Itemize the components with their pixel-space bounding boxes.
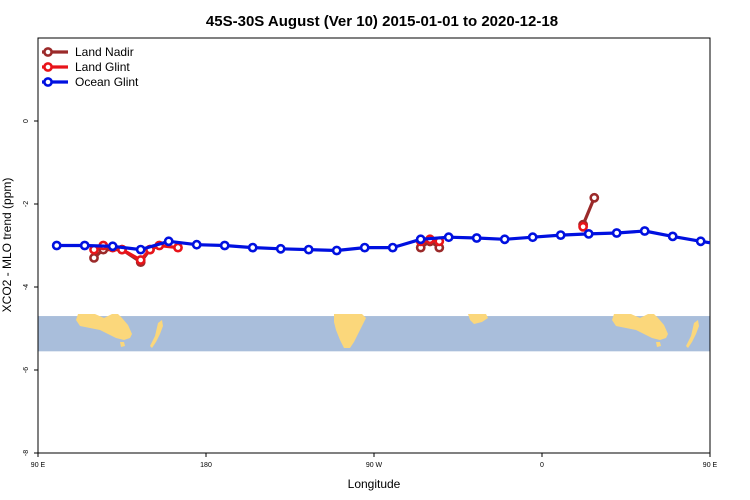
chart-title: 45S-30S August (Ver 10) 2015-01-01 to 20… [206, 13, 558, 30]
data-point [191, 239, 202, 250]
data-point [471, 233, 482, 243]
legend-item: Land Glint [42, 60, 130, 74]
y-tick-label: -8 [23, 450, 30, 456]
legend-item: Land Nadir [42, 45, 134, 59]
data-point [499, 234, 510, 245]
legend-marker [43, 47, 53, 57]
data-point [589, 192, 600, 203]
x-tick-label: 0 [540, 462, 544, 469]
data-point [578, 221, 588, 232]
data-point [583, 228, 594, 239]
data-point [79, 240, 90, 251]
legend-item: Ocean Glint [42, 75, 139, 89]
data-point [275, 243, 286, 254]
y-tick-label: 0 [23, 119, 30, 123]
data-point [387, 242, 398, 253]
map-land-tasmania-repeat [656, 342, 661, 347]
x-axis: 90 E 180 90 W 0 90 E [31, 453, 718, 469]
data-point [173, 242, 183, 253]
data-point [527, 232, 538, 243]
data-point [359, 242, 370, 253]
map-ocean [38, 316, 710, 352]
data-point [667, 231, 678, 242]
y-axis: 0 -2 -4 -6 -8 [23, 119, 38, 456]
data-point [695, 236, 706, 247]
map-land-africa [468, 314, 488, 324]
map-land-australia [76, 314, 132, 340]
map-land-new-zealand [150, 320, 163, 348]
data-point [611, 228, 622, 238]
world-map-strip [38, 314, 710, 352]
legend-marker [43, 77, 53, 87]
series-layer [51, 192, 732, 267]
series-land-nadir [89, 192, 600, 267]
y-axis-label: XCO2 - MLO trend (ppm) [0, 178, 14, 313]
x-tick-label: 90 E [31, 462, 46, 469]
x-axis-label: Longitude [348, 477, 401, 491]
data-point [51, 240, 62, 251]
x-tick-label: 90 W [366, 462, 383, 469]
data-point [219, 240, 230, 251]
legend-label: Ocean Glint [75, 75, 139, 89]
data-point [725, 242, 732, 249]
map-land-new-zealand-repeat [686, 320, 699, 348]
data-point [303, 244, 314, 255]
map-land-south-america [334, 314, 366, 348]
x-tick-label: 90 E [703, 462, 718, 469]
data-point [639, 226, 650, 236]
data-point [135, 244, 146, 255]
legend-label: Land Nadir [75, 45, 134, 59]
data-point [135, 255, 146, 265]
series-ocean-glint [51, 226, 732, 256]
data-point [89, 252, 99, 263]
legend-label: Land Glint [75, 60, 130, 74]
data-point [331, 245, 342, 256]
map-land-australia-repeat [612, 314, 668, 340]
legend-marker [43, 62, 53, 72]
x-tick-label: 180 [200, 462, 212, 469]
data-point [555, 230, 566, 240]
data-point [415, 234, 426, 245]
data-point [443, 232, 454, 243]
data-point [247, 242, 258, 253]
y-tick-label: -2 [23, 201, 30, 207]
data-point [107, 241, 118, 252]
map-land-tasmania [120, 342, 125, 347]
data-point [163, 236, 174, 247]
y-tick-label: -6 [23, 367, 30, 373]
y-tick-label: -4 [23, 284, 30, 290]
